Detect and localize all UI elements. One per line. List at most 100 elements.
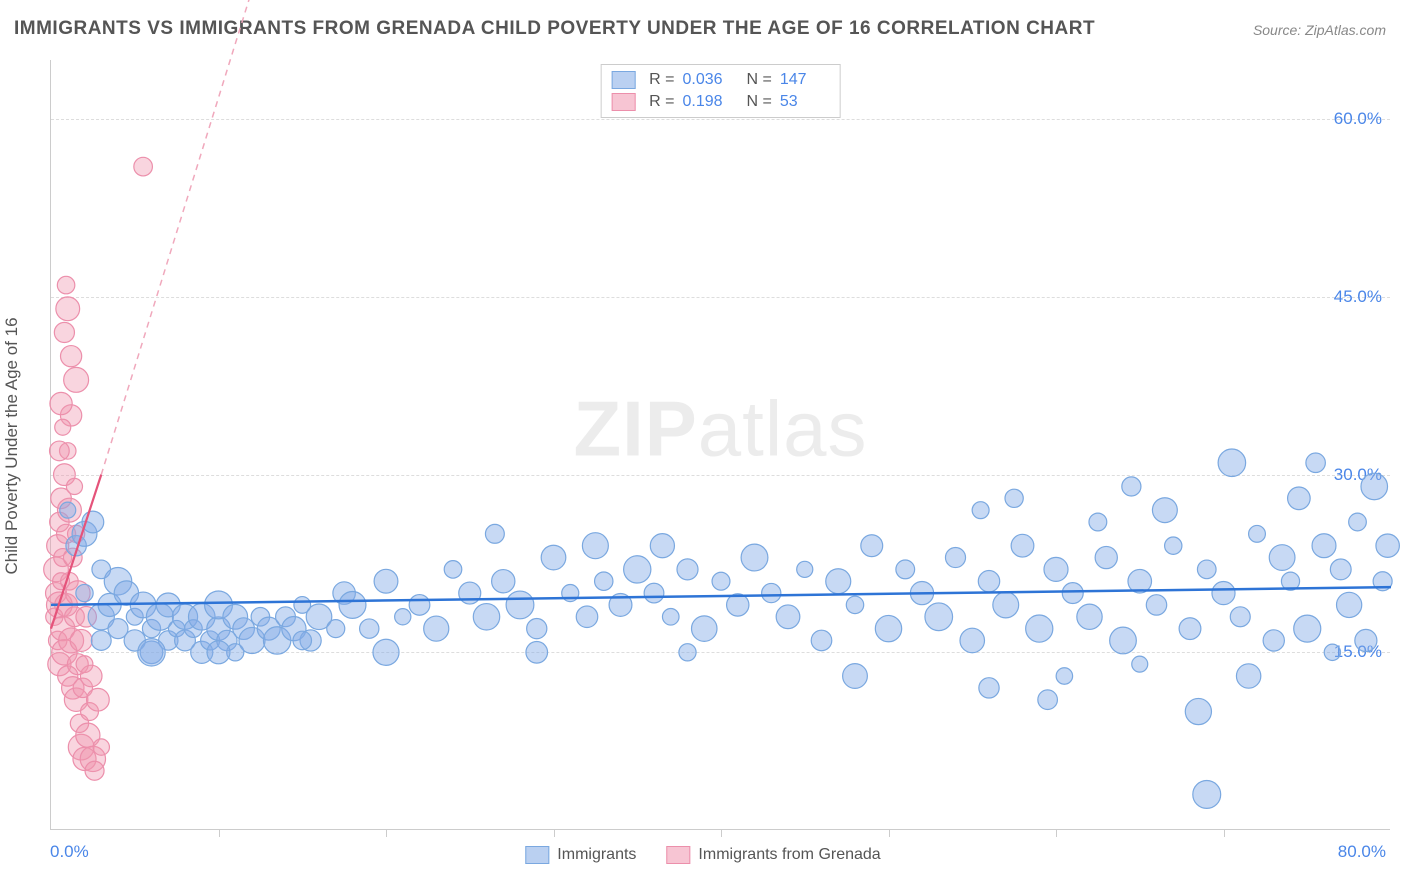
point-blue xyxy=(1026,615,1053,642)
point-pink xyxy=(66,478,82,494)
point-blue xyxy=(1212,582,1235,605)
point-blue xyxy=(327,620,345,638)
point-blue xyxy=(395,609,411,625)
point-blue xyxy=(1089,513,1107,531)
point-blue xyxy=(374,569,398,593)
point-pink xyxy=(70,629,92,651)
point-blue xyxy=(843,664,868,689)
chart-container: IMMIGRANTS VS IMMIGRANTS FROM GRENADA CH… xyxy=(0,0,1406,892)
x-label-max: 80.0% xyxy=(1338,842,1386,862)
point-blue xyxy=(1324,644,1340,660)
point-blue xyxy=(527,619,547,639)
point-blue xyxy=(207,641,230,664)
legend-R-label2: R = xyxy=(649,93,674,111)
bottom-legend-label-pink: Immigrants from Grenada xyxy=(698,846,880,864)
point-blue xyxy=(1122,477,1141,496)
point-blue xyxy=(1132,656,1148,672)
point-pink xyxy=(61,346,82,367)
point-blue xyxy=(576,606,598,628)
legend-N-label2: N = xyxy=(747,93,772,111)
point-blue xyxy=(712,572,730,590)
point-blue xyxy=(1249,525,1266,542)
point-blue xyxy=(1056,668,1072,684)
point-blue xyxy=(811,630,832,651)
bottom-legend-item-pink: Immigrants from Grenada xyxy=(666,846,880,864)
point-blue xyxy=(1376,534,1399,557)
point-blue xyxy=(1349,513,1367,531)
point-blue xyxy=(1269,545,1295,571)
point-blue xyxy=(875,615,901,641)
point-blue xyxy=(677,559,698,580)
point-pink xyxy=(55,419,71,435)
point-blue xyxy=(1294,615,1321,642)
point-blue xyxy=(1110,627,1137,654)
legend-N-blue: 147 xyxy=(780,71,830,89)
point-pink xyxy=(134,157,153,176)
point-blue xyxy=(60,502,76,518)
point-blue xyxy=(339,591,366,618)
point-blue xyxy=(459,582,481,604)
point-blue xyxy=(373,639,399,665)
point-blue xyxy=(662,608,679,625)
legend-row-pink: R = 0.198 N = 53 xyxy=(611,91,830,113)
point-blue xyxy=(582,533,608,559)
point-blue xyxy=(1193,781,1221,809)
legend-swatch-pink xyxy=(611,93,635,111)
point-blue xyxy=(1179,618,1201,640)
point-blue xyxy=(1185,698,1211,724)
legend-R-blue: 0.036 xyxy=(683,71,733,89)
point-blue xyxy=(473,604,499,630)
point-blue xyxy=(826,569,851,594)
legend-N-pink: 53 xyxy=(780,93,830,111)
point-blue xyxy=(541,545,566,570)
plot-area: ZIPatlas 15.0%30.0%45.0%60.0% R = 0.036 … xyxy=(50,60,1390,830)
legend-R-label: R = xyxy=(649,71,674,89)
point-blue xyxy=(979,678,999,698)
bottom-legend-label-blue: Immigrants xyxy=(557,846,636,864)
point-blue xyxy=(644,583,664,603)
point-blue xyxy=(409,595,430,616)
point-blue xyxy=(1165,537,1182,554)
point-pink xyxy=(54,322,74,342)
point-blue xyxy=(1230,607,1250,627)
point-blue xyxy=(650,534,674,558)
legend-swatch-blue xyxy=(611,71,635,89)
legend-row-blue: R = 0.036 N = 147 xyxy=(611,69,830,91)
point-blue xyxy=(896,560,915,579)
point-blue xyxy=(444,561,462,579)
point-blue xyxy=(960,628,985,653)
point-blue xyxy=(595,572,613,590)
bottom-legend: Immigrants Immigrants from Grenada xyxy=(525,846,880,864)
point-blue xyxy=(424,616,449,641)
point-blue xyxy=(1077,604,1102,629)
y-axis-title: Child Poverty Under the Age of 16 xyxy=(2,317,22,574)
point-blue xyxy=(1312,534,1336,558)
point-blue xyxy=(1263,630,1284,651)
point-pink xyxy=(85,761,104,780)
point-blue xyxy=(1236,664,1260,688)
point-blue xyxy=(91,631,111,651)
point-pink xyxy=(50,441,70,461)
bottom-swatch-blue xyxy=(525,846,549,864)
point-blue xyxy=(797,561,813,577)
point-blue xyxy=(925,603,953,631)
point-blue xyxy=(1152,498,1177,523)
bottom-legend-item-blue: Immigrants xyxy=(525,846,636,864)
point-blue xyxy=(526,641,548,663)
point-pink xyxy=(80,665,102,687)
point-blue xyxy=(360,619,379,638)
x-label-min: 0.0% xyxy=(50,842,89,862)
point-blue xyxy=(1095,546,1117,568)
point-blue xyxy=(1197,560,1216,579)
point-blue xyxy=(1044,557,1068,581)
point-blue xyxy=(1337,592,1362,617)
point-blue xyxy=(972,502,989,519)
point-blue xyxy=(1005,489,1023,507)
point-blue xyxy=(1330,559,1351,580)
point-pink xyxy=(93,739,109,755)
point-blue xyxy=(1355,629,1377,651)
point-blue xyxy=(861,535,883,557)
point-blue xyxy=(1062,583,1083,604)
point-blue xyxy=(138,639,165,666)
point-blue xyxy=(846,596,863,613)
